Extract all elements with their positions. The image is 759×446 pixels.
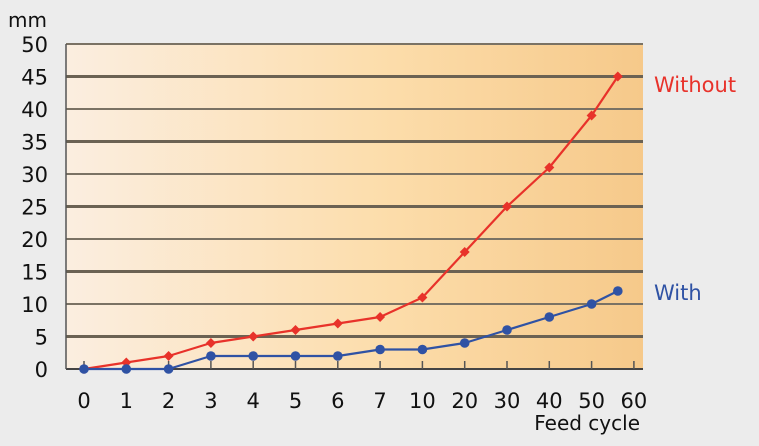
point-without-12: [586, 110, 597, 121]
series-label-without: Without: [654, 73, 736, 97]
x-tick-label-6: 6: [331, 389, 344, 413]
x-tick-label-7: 7: [373, 389, 386, 413]
x-tick-label-5: 5: [289, 389, 302, 413]
point-without-9: [459, 247, 470, 257]
y-tick-label-10: 10: [21, 293, 48, 317]
series-line-without: [83, 75, 619, 371]
point-without-2: [163, 351, 174, 361]
point-with-10: [502, 325, 512, 335]
point-without-13: [612, 71, 623, 82]
x-tick-label-60: 60: [621, 389, 648, 413]
y-tick-label-50: 50: [21, 33, 48, 57]
y-tick-label-20: 20: [21, 228, 48, 252]
x-tick-label-40: 40: [536, 389, 563, 413]
point-without-10: [502, 201, 512, 212]
y-tick-label-30: 30: [21, 163, 48, 187]
point-with-13: [613, 286, 623, 296]
point-without-11: [544, 162, 555, 173]
x-tick-label-3: 3: [204, 389, 217, 413]
y-tick-label-15: 15: [21, 261, 48, 285]
x-tick-label-10: 10: [409, 389, 436, 413]
series-markers: [79, 71, 623, 374]
point-with-1: [121, 364, 132, 374]
y-axis-title: mm: [8, 8, 47, 32]
point-with-3: [206, 351, 216, 361]
point-without-6: [332, 318, 343, 329]
point-with-2: [163, 364, 174, 374]
point-without-5: [290, 325, 301, 335]
point-with-9: [459, 338, 470, 348]
x-tick-label-50: 50: [578, 389, 605, 413]
x-tick-label-20: 20: [451, 389, 478, 413]
point-with-8: [417, 344, 428, 355]
y-tick-label-5: 5: [35, 326, 48, 350]
x-tick-label-30: 30: [494, 389, 521, 413]
y-tick-label-40: 40: [21, 98, 48, 122]
series-lines: [83, 75, 619, 371]
point-with-5: [290, 351, 301, 361]
point-with-7: [375, 344, 385, 355]
x-tick-label-2: 2: [162, 389, 175, 413]
x-tick-label-1: 1: [120, 389, 133, 413]
series-line-with: [84, 290, 619, 371]
point-without-3: [205, 338, 216, 348]
y-tick-label-0: 0: [35, 358, 48, 382]
point-with-4: [248, 351, 258, 361]
series-label-with: With: [654, 281, 702, 305]
point-with-0: [79, 364, 89, 374]
point-with-6: [333, 351, 343, 361]
x-tick-label-4: 4: [247, 389, 260, 413]
y-tick-label-45: 45: [21, 66, 48, 90]
point-with-11: [544, 312, 555, 322]
point-without-4: [248, 331, 259, 342]
x-tick-label-0: 0: [77, 389, 90, 413]
point-without-8: [417, 292, 428, 303]
y-tick-label-35: 35: [21, 131, 48, 155]
y-tick-labels: 0 5 10 15 20 25 30 35 40 45 50: [21, 33, 48, 382]
gridlines: [65, 43, 643, 370]
x-axis-title: Feed cycle: [534, 411, 640, 435]
point-without-7: [375, 312, 386, 322]
x-tick-labels: 0 1 2 3 4 5 6 7 10 20 30 40 50 60: [77, 389, 647, 413]
point-with-12: [586, 299, 597, 309]
y-tick-label-25: 25: [21, 196, 48, 220]
